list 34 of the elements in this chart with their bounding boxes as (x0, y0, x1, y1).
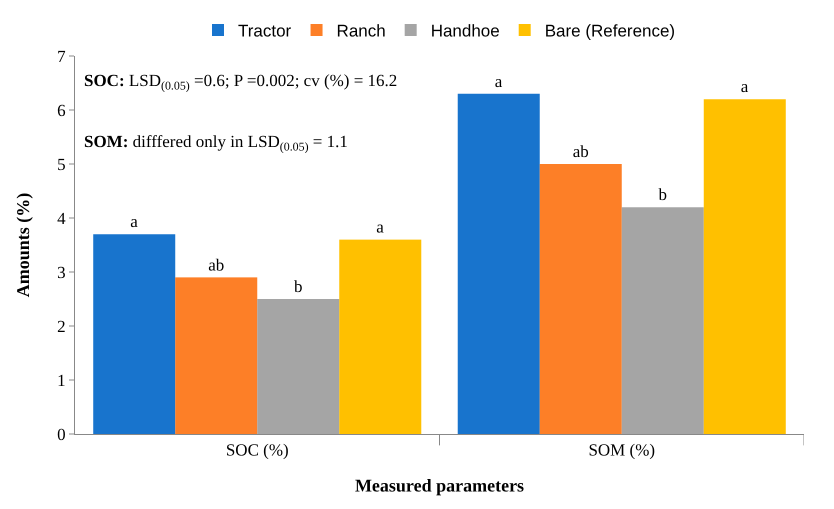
bar (622, 207, 704, 434)
legend-label: Bare (Reference) (544, 22, 676, 41)
y-tick-label: 5 (57, 154, 66, 174)
x-tick-label: SOC (%) (226, 440, 289, 460)
annotation: SOC: LSD$_{(0.05)}$ =0.6; P =0.002; cv (%) = 16.2 (84, 71, 398, 93)
data-label: b (658, 185, 668, 204)
data-label: a (494, 72, 503, 91)
data-label: ab (208, 255, 224, 274)
data-label: a (376, 218, 384, 237)
data-label: ab (572, 142, 589, 161)
y-tick-label: 6 (57, 100, 66, 120)
bar (93, 234, 176, 434)
y-axis-title: Amounts (%) (13, 192, 33, 298)
bar (339, 240, 422, 434)
y-tick-label: 7 (57, 46, 66, 66)
y-tick-label: 0 (57, 424, 66, 444)
y-tick-label: 1 (57, 370, 66, 390)
bar (458, 94, 540, 434)
x-tick-label: SOM (%) (588, 440, 656, 460)
bar (257, 299, 340, 434)
y-tick-label: 2 (57, 316, 66, 336)
data-label: b (294, 277, 303, 296)
y-tick-label: 4 (57, 208, 66, 228)
legend-label: Tractor (238, 22, 292, 41)
data-label: a (740, 77, 749, 96)
y-tick-label: 3 (57, 262, 66, 282)
annotation: SOM: difffered only in LSD$_{(0.05)}$ = 1.1 (84, 132, 348, 154)
bar (175, 277, 258, 434)
legend-label: Ranch (336, 22, 386, 41)
bar (704, 99, 786, 434)
data-label: a (130, 212, 138, 232)
legend-label: Handhoe (430, 22, 500, 41)
bar (540, 164, 622, 434)
x-axis-title: Measured parameters (354, 476, 524, 496)
